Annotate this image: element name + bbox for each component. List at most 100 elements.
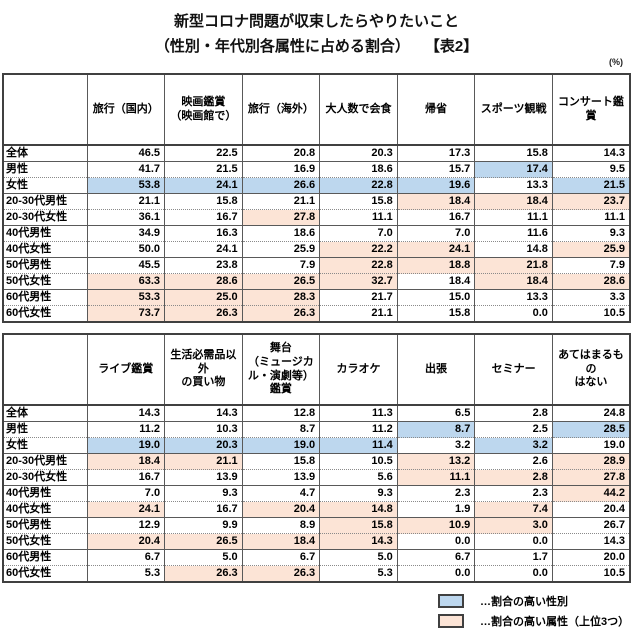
data-cell: 26.7 [552, 517, 630, 534]
data-cell: 15.7 [397, 161, 476, 178]
data-cell: 2.8 [474, 405, 553, 422]
legend-swatch-blue [438, 594, 464, 608]
table-row: 女性 53.8 24.1 26.6 22.8 19.6 13.3 21.5 [3, 177, 630, 194]
data-cell: 10.5 [319, 453, 398, 470]
data-cell: 20.3 [319, 145, 398, 162]
table-row: 50代女性 63.3 28.6 26.5 32.7 18.4 18.4 28.6 [3, 273, 630, 290]
data-cell: 21.1 [319, 305, 398, 322]
data-cell: 11.2 [319, 421, 398, 438]
table-activities-part1: 旅行（国内） 映画鑑賞 （映画館で） 旅行（海外） 大人数で会食 帰省 スポーツ観戦 コンサ… [2, 73, 631, 323]
row-label: 20-30代女性 [3, 469, 88, 486]
column-header: 旅行（海外） [242, 74, 321, 146]
data-cell: 20.3 [164, 437, 243, 454]
data-cell: 26.5 [164, 533, 243, 550]
data-cell: 16.9 [242, 161, 321, 178]
table-row: 50代女性 20.4 26.5 18.4 14.3 0.0 0.0 14.3 [3, 533, 630, 550]
column-header: セミナー [474, 334, 553, 406]
data-cell: 13.9 [242, 469, 321, 486]
data-cell: 28.3 [242, 289, 321, 306]
data-cell: 5.3 [87, 565, 166, 582]
table-activities-part2: ライブ鑑賞 生活必需品以外 の買い物 舞台 （ミュージカ ル・演劇等） 鑑賞 カラオケ… [2, 333, 631, 583]
data-cell: 18.6 [242, 225, 321, 242]
data-cell: 19.0 [242, 437, 321, 454]
column-header: あてはまるもの はない [552, 334, 630, 406]
data-cell: 18.4 [474, 193, 553, 210]
data-cell: 23.7 [552, 193, 630, 210]
table-row: 50代男性 45.5 23.8 7.9 22.8 18.8 21.8 7.9 [3, 257, 630, 274]
data-cell: 26.5 [242, 273, 321, 290]
data-cell: 21.5 [164, 161, 243, 178]
data-cell: 7.4 [474, 501, 553, 518]
data-cell: 27.8 [242, 209, 321, 226]
data-cell: 0.0 [474, 533, 553, 550]
data-cell: 13.3 [474, 177, 553, 194]
data-cell: 21.8 [474, 257, 553, 274]
data-cell: 45.5 [87, 257, 166, 274]
data-cell: 5.0 [319, 549, 398, 566]
data-cell: 16.3 [164, 225, 243, 242]
data-cell: 11.2 [87, 421, 166, 438]
data-cell: 13.3 [474, 289, 553, 306]
data-cell: 11.4 [319, 437, 398, 454]
row-label: 50代女性 [3, 533, 88, 550]
data-cell: 15.8 [164, 193, 243, 210]
table-row: 男性 11.2 10.3 8.7 11.2 8.7 2.5 28.5 [3, 421, 630, 438]
data-cell: 5.6 [319, 469, 398, 486]
row-label: 60代女性 [3, 565, 88, 582]
data-cell: 6.7 [87, 549, 166, 566]
data-cell: 24.1 [87, 501, 166, 518]
row-label: 40代男性 [3, 225, 88, 242]
table-row: 40代男性 34.9 16.3 18.6 7.0 7.0 11.6 9.3 [3, 225, 630, 242]
table-row: 40代女性 50.0 24.1 25.9 22.2 24.1 14.8 25.9 [3, 241, 630, 258]
data-cell: 3.2 [397, 437, 476, 454]
column-header: スポーツ観戦 [474, 74, 553, 146]
data-cell: 5.3 [319, 565, 398, 582]
data-cell: 16.7 [164, 209, 243, 226]
data-cell: 2.3 [397, 485, 476, 502]
data-cell: 15.8 [397, 305, 476, 322]
data-cell: 32.7 [319, 273, 398, 290]
data-cell: 18.4 [397, 193, 476, 210]
data-cell: 14.3 [552, 533, 630, 550]
data-cell: 28.6 [552, 273, 630, 290]
data-cell: 20.4 [242, 501, 321, 518]
data-cell: 53.8 [87, 177, 166, 194]
data-cell: 22.8 [319, 257, 398, 274]
row-label: 40代女性 [3, 501, 88, 518]
data-cell: 1.7 [474, 549, 553, 566]
data-cell: 23.8 [164, 257, 243, 274]
data-cell: 34.9 [87, 225, 166, 242]
data-cell: 14.8 [474, 241, 553, 258]
column-header: 舞台 （ミュージカ ル・演劇等） 鑑賞 [242, 334, 321, 406]
data-cell: 15.0 [397, 289, 476, 306]
data-cell: 11.1 [552, 209, 630, 226]
table-row: 60代男性 6.7 5.0 6.7 5.0 6.7 1.7 20.0 [3, 549, 630, 566]
data-cell: 10.9 [397, 517, 476, 534]
data-cell: 2.3 [474, 485, 553, 502]
data-cell: 28.6 [164, 273, 243, 290]
data-cell: 18.4 [397, 273, 476, 290]
data-cell: 28.9 [552, 453, 630, 470]
legend-label-gender: …割合の高い性別 [480, 596, 568, 608]
data-cell: 2.5 [474, 421, 553, 438]
data-cell: 17.4 [474, 161, 553, 178]
column-header: 旅行（国内） [87, 74, 166, 146]
data-cell: 25.0 [164, 289, 243, 306]
row-label: 50代男性 [3, 257, 88, 274]
data-cell: 6.5 [397, 405, 476, 422]
data-cell: 15.8 [319, 193, 398, 210]
data-cell: 14.3 [164, 405, 243, 422]
data-cell: 21.1 [87, 193, 166, 210]
data-cell: 53.3 [87, 289, 166, 306]
row-label: 全体 [3, 145, 88, 162]
data-cell: 26.3 [242, 305, 321, 322]
data-cell: 11.1 [474, 209, 553, 226]
data-cell: 9.3 [319, 485, 398, 502]
row-label: 50代男性 [3, 517, 88, 534]
data-cell: 9.5 [552, 161, 630, 178]
legend-item-top3: …割合の高い属性（上位3つ） [438, 613, 629, 629]
table-row: 全体 14.3 14.3 12.8 11.3 6.5 2.8 24.8 [3, 405, 630, 422]
data-cell: 25.9 [552, 241, 630, 258]
row-label: 40代女性 [3, 241, 88, 258]
table-row: 40代女性 24.1 16.7 20.4 14.8 1.9 7.4 20.4 [3, 501, 630, 518]
